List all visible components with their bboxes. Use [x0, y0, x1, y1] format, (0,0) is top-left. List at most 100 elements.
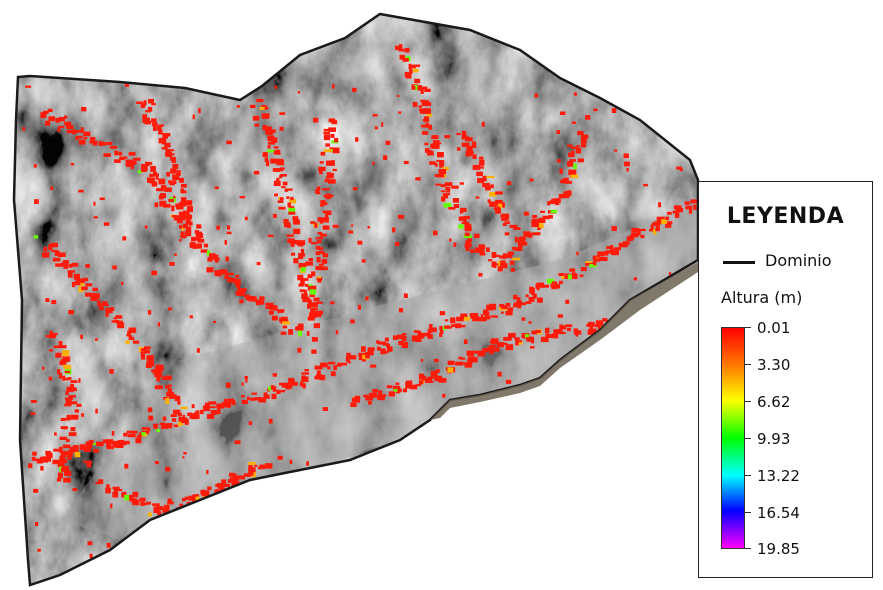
flow-cell: [553, 198, 560, 201]
flow-cell: [298, 253, 305, 257]
flow-cell: [259, 300, 265, 305]
flow-cell: [33, 235, 39, 239]
flow-cell: [654, 353, 659, 357]
flow-cell: [631, 227, 640, 233]
flow-cell: [437, 173, 445, 178]
flow-cell: [256, 98, 264, 103]
flow-cell: [643, 533, 649, 537]
flow-cell: [557, 329, 563, 334]
flow-cell: [195, 414, 200, 419]
flow-cell: [685, 205, 693, 210]
flow-cell: [62, 260, 68, 266]
flow-cell: [304, 369, 309, 372]
flow-cell: [323, 134, 331, 141]
flow-cell: [213, 320, 216, 323]
flow-cell: [444, 182, 453, 187]
flow-cell: [657, 219, 662, 225]
flow-cell: [345, 356, 350, 362]
flow-cell: [311, 337, 318, 342]
flow-cell: [57, 472, 63, 479]
flow-cell: [74, 130, 82, 133]
flow-cell: [489, 201, 496, 207]
flow-cell: [519, 302, 526, 306]
flow-cell: [270, 385, 275, 390]
flow-cell: [203, 243, 208, 248]
flow-cell: [297, 347, 302, 353]
flow-cell: [214, 270, 222, 276]
flow-cell: [305, 261, 309, 266]
flow-cell: [74, 451, 81, 458]
flow-cell: [515, 239, 520, 243]
flow-cell: [649, 394, 655, 400]
flow-cell: [459, 182, 464, 185]
flow-cell: [477, 166, 484, 169]
flow-cell: [323, 149, 332, 153]
flow-cell: [431, 371, 438, 377]
flow-cell: [490, 479, 495, 485]
flow-cell: [47, 108, 53, 112]
flow-cell: [490, 315, 498, 318]
flow-cell: [482, 175, 487, 181]
flow-cell: [463, 339, 468, 345]
flow-cell: [316, 374, 323, 380]
flow-cell: [40, 465, 44, 471]
ramp-value-4: 13.22: [757, 467, 800, 485]
flow-cell: [162, 136, 169, 139]
flow-cell: [453, 204, 460, 208]
flow-cell: [497, 371, 502, 377]
flow-cell: [556, 159, 561, 163]
flow-cell: [455, 323, 462, 329]
flow-cell: [351, 224, 354, 227]
flow-cell: [68, 263, 73, 268]
flow-cell: [473, 233, 480, 239]
flow-cell: [424, 142, 429, 146]
flow-cell: [69, 446, 77, 451]
flow-cell: [173, 195, 176, 199]
flow-cell: [547, 201, 551, 206]
flow-cell: [175, 203, 180, 208]
flow-cell: [145, 363, 152, 368]
flow-cell: [551, 198, 557, 201]
flow-cell: [279, 175, 283, 179]
flow-cell: [239, 288, 247, 292]
flow-cell: [141, 348, 147, 352]
flow-cell: [453, 472, 457, 476]
flow-cell: [71, 450, 79, 453]
flow-cell: [322, 210, 330, 214]
flow-cell: [289, 199, 296, 204]
flow-cell: [464, 364, 472, 368]
flow-cell: [304, 289, 307, 294]
flow-cell: [427, 380, 434, 383]
flow-cell: [402, 388, 407, 393]
flow-cell: [435, 142, 442, 145]
flow-cell: [22, 127, 25, 131]
flow-cell: [49, 333, 58, 336]
flow-cell: [122, 236, 127, 241]
flow-cell: [176, 205, 184, 210]
flow-cell: [525, 294, 529, 298]
flow-cell: [315, 188, 320, 194]
flow-cell: [252, 115, 260, 121]
flow-cell: [356, 397, 360, 403]
flow-cell: [472, 357, 478, 363]
flow-cell: [317, 278, 322, 283]
flow-cell: [133, 340, 140, 344]
flow-cell: [653, 86, 657, 89]
flow-cell: [542, 284, 549, 288]
flow-cell: [536, 288, 540, 291]
flow-cell: [284, 222, 291, 228]
flow-cell: [182, 414, 186, 418]
flow-cell: [441, 196, 446, 202]
flow-cell: [127, 433, 136, 438]
flow-cell: [167, 388, 173, 394]
flow-cell: [626, 167, 629, 172]
flow-cell: [398, 111, 402, 114]
flow-cell: [145, 110, 151, 113]
flow-cell: [432, 507, 439, 512]
flow-cell: [276, 159, 285, 166]
flow-cell: [486, 175, 495, 178]
flow-cell: [480, 317, 487, 322]
flow-cell: [60, 262, 65, 267]
flow-cell: [151, 270, 157, 276]
flow-cell: [557, 314, 563, 318]
